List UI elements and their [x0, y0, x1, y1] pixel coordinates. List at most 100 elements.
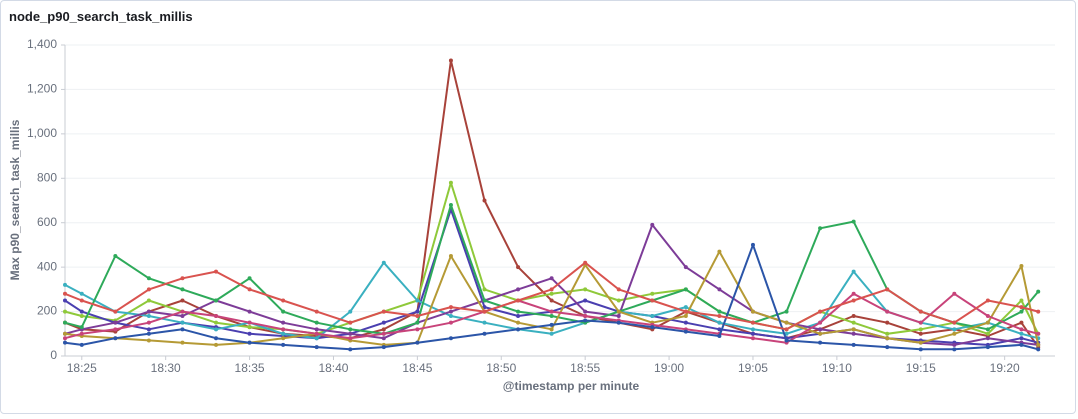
point	[549, 276, 554, 281]
point	[851, 269, 856, 274]
point	[549, 298, 554, 303]
point	[281, 342, 286, 347]
point	[79, 331, 84, 336]
point	[851, 314, 856, 319]
y-axis-title: Max p90_search_task_millis	[8, 119, 22, 280]
point	[482, 287, 487, 292]
point	[348, 336, 353, 341]
point	[885, 336, 890, 341]
point	[113, 327, 118, 332]
point	[281, 309, 286, 314]
x-tick-label: 18:45	[402, 361, 432, 375]
point	[63, 320, 67, 325]
point	[381, 327, 386, 332]
point	[985, 336, 990, 341]
point	[1019, 327, 1024, 332]
point	[549, 322, 554, 327]
point	[113, 254, 118, 259]
point	[851, 298, 856, 303]
point	[750, 320, 755, 325]
point	[415, 314, 420, 319]
point	[415, 320, 420, 325]
point	[482, 320, 487, 325]
point	[281, 320, 286, 325]
point	[448, 180, 453, 185]
point	[146, 338, 151, 343]
point	[1019, 336, 1024, 341]
point	[348, 347, 353, 352]
point	[516, 314, 521, 319]
point	[381, 260, 386, 265]
point	[180, 340, 185, 345]
point	[448, 309, 453, 314]
point	[180, 314, 185, 319]
point	[885, 345, 890, 350]
point	[348, 320, 353, 325]
point	[214, 269, 219, 274]
point	[146, 276, 151, 281]
point	[146, 320, 151, 325]
point	[79, 309, 84, 314]
point	[952, 331, 957, 336]
point	[885, 331, 890, 336]
point	[113, 320, 118, 325]
point	[583, 287, 588, 292]
point	[415, 340, 420, 345]
point	[516, 298, 521, 303]
point	[583, 260, 588, 265]
point	[281, 336, 286, 341]
point	[281, 327, 286, 332]
point	[381, 320, 386, 325]
point	[247, 309, 252, 314]
point	[885, 287, 890, 292]
point	[314, 309, 319, 314]
point	[448, 254, 453, 259]
x-axis-title: @timestamp per minute	[503, 379, 640, 393]
point	[952, 347, 957, 352]
point	[985, 298, 990, 303]
point	[314, 345, 319, 350]
point	[750, 327, 755, 332]
point	[717, 287, 722, 292]
series-line	[64, 261, 1039, 331]
point	[650, 291, 655, 296]
point	[1036, 347, 1041, 352]
point	[146, 309, 151, 314]
point	[348, 327, 353, 332]
point	[214, 336, 219, 341]
point	[851, 219, 856, 224]
point	[549, 331, 554, 336]
point	[683, 305, 688, 310]
point	[616, 320, 621, 325]
x-tick-label: 19:20	[990, 361, 1020, 375]
point	[750, 331, 755, 336]
point	[247, 276, 252, 281]
point	[717, 249, 722, 254]
point	[381, 309, 386, 314]
point	[918, 327, 923, 332]
point	[281, 331, 286, 336]
point	[583, 309, 588, 314]
point	[146, 287, 151, 292]
point	[281, 298, 286, 303]
point	[985, 345, 990, 350]
point	[1019, 331, 1024, 336]
point	[717, 320, 722, 325]
point	[1019, 309, 1024, 314]
point	[448, 58, 453, 63]
x-tick-label: 19:05	[738, 361, 768, 375]
point	[683, 309, 688, 314]
point	[985, 327, 990, 332]
point	[918, 309, 923, 314]
point	[482, 331, 487, 336]
point	[952, 320, 957, 325]
x-tick-label: 18:50	[486, 361, 516, 375]
point	[818, 340, 823, 345]
point	[818, 327, 823, 332]
point	[1036, 342, 1041, 347]
point	[683, 314, 688, 319]
point	[750, 336, 755, 341]
y-tick-label: 0	[50, 348, 57, 362]
